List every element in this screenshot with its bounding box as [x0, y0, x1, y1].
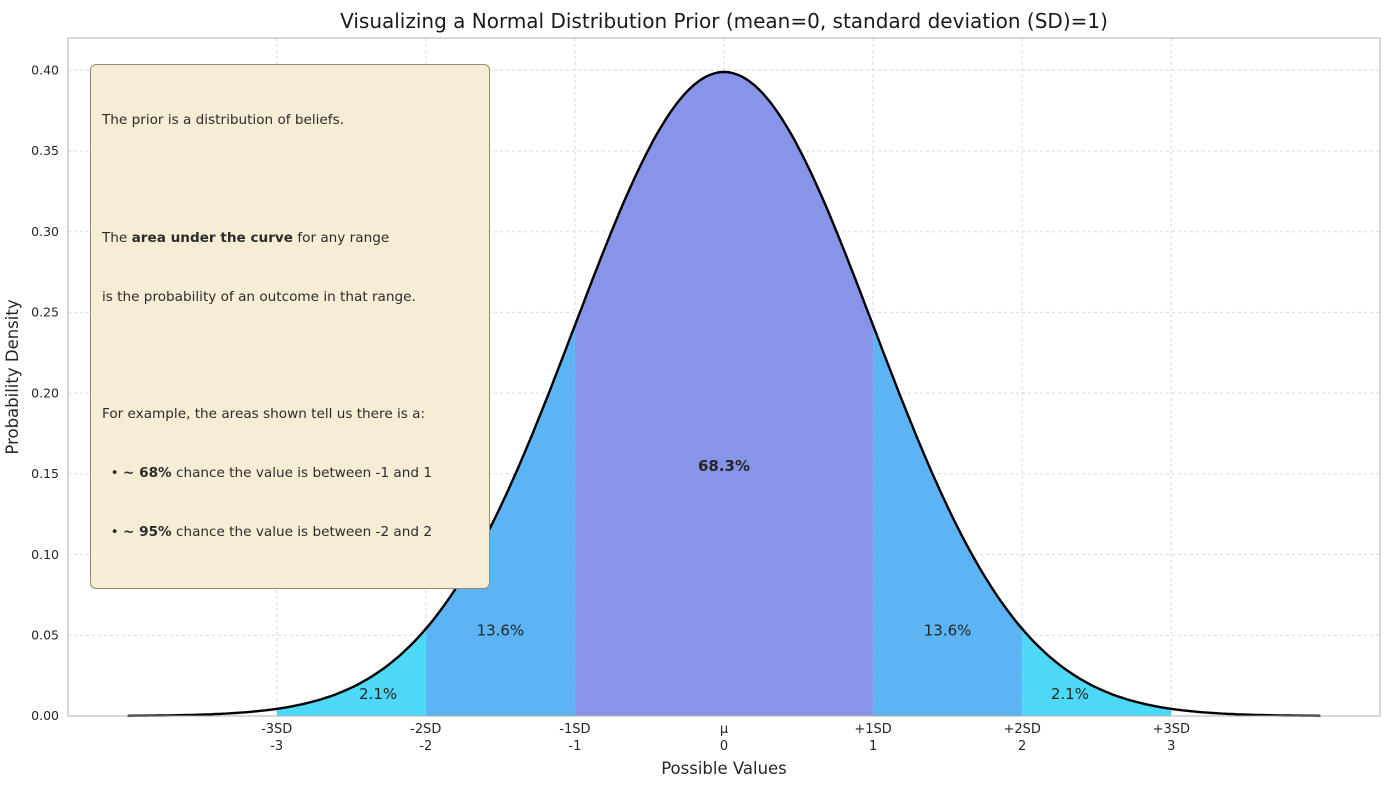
region-label-3: 2.1% [359, 685, 397, 703]
shaded-region-3 [276, 628, 426, 716]
y-tick-label: 0.10 [31, 547, 59, 562]
annotation-bold-text: ~ 68% [123, 464, 172, 481]
annotation-bold-text: area under the curve [131, 229, 294, 246]
shaded-region-0 [574, 72, 874, 716]
region-labels-layer: 68.3% 13.6% 13.6% 2.1% 2.1% [359, 457, 1089, 703]
x-tick-label-sd: μ [720, 722, 728, 737]
annotation-bullet-2: • ~ 95% chance the value is between -2 a… [102, 523, 478, 543]
y-tick-label: 0.15 [31, 466, 59, 481]
tick-labels-layer: 0.00 0.05 0.10 0.15 0.20 0.25 0.30 0.35 0.40 -3SD… [31, 63, 1190, 755]
shaded-regions-layer [276, 72, 1172, 716]
x-tick-label-sd: -3SD [261, 722, 292, 737]
x-tick-label-value: 3 [1167, 739, 1175, 754]
annotation-line-3: is the probability of an outcome in that… [102, 288, 478, 308]
x-tick-label-sd: +2SD [1003, 722, 1040, 737]
x-tick-label-value: -3 [270, 739, 283, 754]
x-tick-label-value: 0 [720, 739, 728, 754]
annotation-text: The prior is a distribution of beliefs. [102, 112, 344, 129]
y-tick-label: 0.25 [31, 305, 59, 320]
annotation-bullet-1: • ~ 68% chance the value is between -1 a… [102, 464, 478, 484]
annotation-bold-text: ~ 95% [123, 523, 172, 540]
chart-title: Visualizing a Normal Distribution Prior … [340, 9, 1108, 33]
x-tick-label-sd: -1SD [559, 722, 590, 737]
region-label-4: 2.1% [1051, 685, 1089, 703]
x-tick-label-value: -1 [568, 739, 581, 754]
normal-curve [127, 70, 1321, 717]
plot-border [67, 37, 1381, 717]
annotation-blank-line [102, 170, 478, 190]
annotation-text: The [102, 229, 132, 246]
annotation-text: is the probability of an outcome in that… [102, 288, 416, 305]
region-label-2: 13.6% [924, 621, 972, 639]
x-tick-label-sd: +3SD [1153, 722, 1190, 737]
axis-layer [67, 37, 1381, 717]
x-tick-label-sd: +1SD [854, 722, 891, 737]
annotation-text: chance the value is between -1 and 1 [171, 464, 432, 481]
bullet-icon: • [102, 523, 123, 540]
annotation-text: For example, the areas shown tell us the… [102, 406, 426, 423]
annotation-blank-line [102, 346, 478, 366]
x-tick-label-value: 2 [1018, 739, 1026, 754]
annotation-text: chance the value is between -2 and 2 [171, 523, 432, 540]
bullet-icon: • [102, 464, 123, 481]
x-tick-label-value: 1 [869, 739, 877, 754]
curve-layer [127, 70, 1321, 717]
x-tick-label-sd: -2SD [410, 722, 441, 737]
region-label-0: 68.3% [698, 457, 750, 475]
y-axis-label: Probability Density [3, 299, 22, 454]
x-axis-label: Possible Values [661, 759, 787, 778]
y-tick-label: 0.40 [31, 63, 59, 78]
annotation-line-2: The area under the curve for any range [102, 229, 478, 249]
x-tick-label-value: -2 [419, 739, 432, 754]
y-tick-label: 0.00 [31, 708, 59, 723]
annotation-line-1: The prior is a distribution of beliefs. [102, 111, 478, 131]
shaded-region-4 [1022, 628, 1172, 716]
y-tick-label: 0.05 [31, 628, 59, 643]
y-tick-label: 0.20 [31, 385, 59, 400]
annotation-line-4: For example, the areas shown tell us the… [102, 405, 478, 425]
region-label-1: 13.6% [477, 621, 525, 639]
y-tick-label: 0.35 [31, 143, 59, 158]
annotation-text: for any range [293, 229, 390, 246]
annotation-box: The prior is a distribution of beliefs. … [90, 64, 490, 590]
y-tick-label: 0.30 [31, 224, 59, 239]
